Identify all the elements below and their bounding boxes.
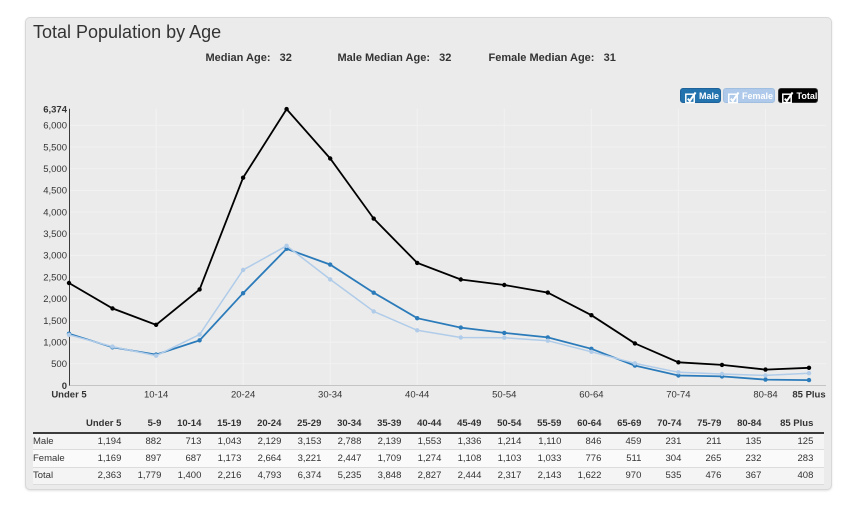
svg-text:40-44: 40-44 [405,390,429,401]
svg-text:2,500: 2,500 [43,272,67,283]
svg-text:10-14: 10-14 [144,390,168,401]
svg-text:6,000: 6,000 [43,121,67,132]
svg-text:500: 500 [51,359,67,370]
svg-text:20-24: 20-24 [231,390,255,401]
svg-text:85 Plus: 85 Plus [792,390,825,401]
svg-text:80-84: 80-84 [753,390,777,401]
svg-text:2,000: 2,000 [43,294,67,305]
svg-text:5,000: 5,000 [43,164,67,175]
svg-text:4,000: 4,000 [43,207,67,218]
svg-text:6,374: 6,374 [43,104,67,115]
svg-text:0: 0 [62,381,67,392]
svg-text:3,000: 3,000 [43,251,67,262]
svg-text:70-74: 70-74 [666,390,690,401]
svg-text:3,500: 3,500 [43,229,67,240]
svg-text:1,500: 1,500 [43,316,67,327]
svg-text:5,500: 5,500 [43,142,67,153]
svg-text:60-64: 60-64 [579,390,603,401]
svg-text:4,500: 4,500 [43,186,67,197]
svg-text:Under 5: Under 5 [51,390,87,401]
svg-text:30-34: 30-34 [318,390,342,401]
svg-text:1,000: 1,000 [43,337,67,348]
svg-text:50-54: 50-54 [492,390,516,401]
